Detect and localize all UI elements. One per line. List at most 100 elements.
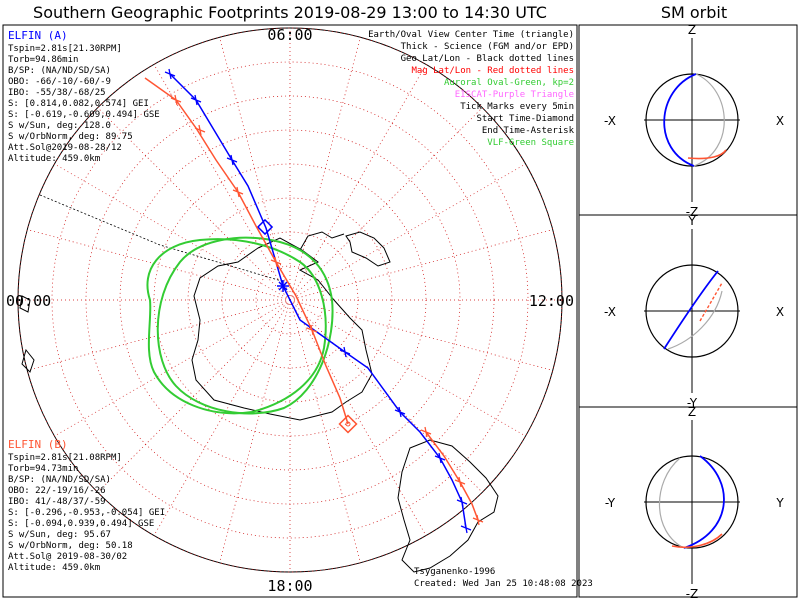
orbit-axis-label-left: -X: [604, 305, 616, 319]
info-line: S: [-0.619,-0.609,0.494] GSE: [8, 110, 160, 120]
elfin-b-info: ELFIN (B) Tspin=2.81s[21.08RPM]Torb=94.7…: [8, 438, 165, 573]
meridian-line: [54, 163, 291, 301]
orbit-panel-frame-3: [578, 406, 798, 598]
info-line: S w/Sun, deg: 128.0: [8, 121, 111, 131]
legend-entry: Tick Marks every 5min: [460, 102, 574, 112]
elfin-b-name: ELFIN (B): [8, 438, 68, 451]
island-west: [19, 295, 31, 313]
orbit-panel-1: Z -Z -X X: [604, 23, 784, 219]
orbit-axis-label-bottom: -Z: [686, 205, 699, 219]
legend-entry: Start Time-Diamond: [476, 114, 574, 124]
orbit-panel-3: Z -Z -Y Y: [605, 405, 784, 600]
track-tick: [174, 94, 178, 106]
elfin-a-orbit: [663, 73, 697, 167]
info-line: S: [-0.094,0.939,0.494] GSE: [8, 519, 154, 529]
map-frame: [2, 24, 578, 598]
lat-circle: [51, 61, 529, 539]
track-tick: [476, 514, 480, 526]
elfin-a-orbit: [683, 455, 725, 549]
elfin-a-end-asterisk: [277, 280, 289, 292]
orbit-axis-label-right: X: [776, 305, 784, 319]
meridian-line: [289, 64, 427, 301]
meridian-line: [289, 163, 526, 301]
info-line: Att.Sol@2019-08-28/12: [8, 143, 122, 153]
auroral-oval-outer: [156, 236, 334, 415]
meridian-line: [289, 37, 361, 301]
info-line: Tspin=2.81s[21.30RPM]: [8, 44, 122, 54]
earth-circle: [645, 455, 739, 549]
track-tick: [398, 406, 402, 418]
track-tick: [236, 186, 240, 198]
elfin-a-start-diamond: [256, 218, 274, 236]
chart-title: Southern Geographic Footprints 2019-08-2…: [33, 3, 547, 22]
legend-entry: Earth/Oval View Center Time (triangle): [368, 30, 574, 40]
info-line: S w/Sun, deg: 95.67: [8, 530, 111, 540]
elfin-b-track: [144, 77, 349, 425]
orbit-axis-label-bottom: -Y: [687, 396, 698, 410]
elfin-a-info: ELFIN (A) Tspin=2.81s[21.30RPM]Torb=94.8…: [8, 29, 160, 164]
track-tick: [274, 256, 278, 268]
meridian-line: [97, 299, 291, 493]
meridian-line: [289, 299, 483, 493]
track-tick: [230, 154, 234, 166]
legend-entry: Thick - Science (FGM and/or EPD): [401, 42, 574, 52]
legend-entry: VLF-Green Square: [487, 138, 574, 148]
terminator-line: [39, 194, 286, 283]
auroral-oval-inner: [146, 238, 327, 415]
orbit-axis-label-left: -X: [604, 114, 616, 128]
meridian-line: [219, 37, 291, 301]
elfin-b-track-2: [425, 431, 479, 521]
info-line: Torb=94.73min: [8, 464, 78, 474]
meridian-line: [153, 64, 291, 301]
island-west-2: [21, 348, 35, 373]
info-line: B/SP: (NA/ND/SD/SA): [8, 475, 111, 485]
track-tick: [194, 94, 198, 106]
meridian-line: [289, 299, 526, 437]
elfin-b-start-dot: [345, 421, 351, 427]
legend-entry: End Time-Asterisk: [482, 126, 575, 136]
lat-circle: [119, 129, 461, 471]
legend-entry: EISCAT-Purple Triangle: [455, 90, 574, 100]
meridian-line: [289, 229, 553, 301]
meridian-line: [153, 299, 291, 536]
south-america-tip: [345, 231, 391, 267]
lat-circle: [17, 27, 563, 573]
info-line: Altitude: 459.0km: [8, 154, 100, 164]
lat-circle: [255, 265, 325, 335]
hour-label-left: 00:00: [6, 292, 51, 310]
orbit-axis-label-top: Y: [687, 214, 696, 228]
info-line: IBO: -55/38/-68/25: [8, 88, 106, 98]
orbit-axis-label-top: Z: [688, 405, 696, 419]
info-line: Altitude: 459.0km: [8, 563, 100, 573]
elfin-b-orbit: [667, 290, 723, 350]
elfin-a-name: ELFIN (A): [8, 29, 68, 42]
info-line: OBO: -66/-10/-60/-9: [8, 77, 111, 87]
track-tick: [438, 452, 442, 464]
created-stamp: Created: Wed Jan 25 10:48:08 2023: [414, 579, 593, 589]
orbit-axis-label-top: Z: [688, 23, 696, 37]
meridians: [18, 28, 562, 572]
orbit-axis-label-right: Y: [775, 496, 784, 510]
info-line: S: [0.814,0.082,0.574] GEI: [8, 99, 149, 109]
orbit-axis-label-right: X: [776, 114, 784, 128]
meridian-line: [97, 107, 291, 301]
meridian-line: [54, 299, 291, 437]
orbit-panels: Z -Z -X X Y -Y -X X Z -Z -Y Y: [604, 23, 784, 600]
coastline-bottom-right: [397, 439, 499, 573]
orbit-panel-2: Y -Y -X X: [604, 214, 784, 410]
elfin-b-segment: [671, 533, 723, 549]
info-line: Torb=94.86min: [8, 55, 78, 65]
meridian-line: [219, 299, 291, 563]
track-tick: [458, 476, 462, 488]
polar-map: [17, 27, 563, 573]
elfin-b-segment: [687, 149, 727, 160]
legend-entry: Mag Lat/Lon - Red dotted lines: [411, 66, 574, 76]
elfin-b-ticks: [170, 94, 484, 526]
orbit-axis-label-bottom: -Z: [686, 587, 699, 600]
info-line: S: [-0.296,-0.953,-0.054] GEI: [8, 508, 165, 518]
hour-label-top: 06:00: [267, 26, 312, 44]
legend-entry: Auroral Oval-Green, kp=2: [444, 78, 574, 88]
meridian-line: [289, 299, 361, 563]
track-tick: [464, 522, 468, 534]
